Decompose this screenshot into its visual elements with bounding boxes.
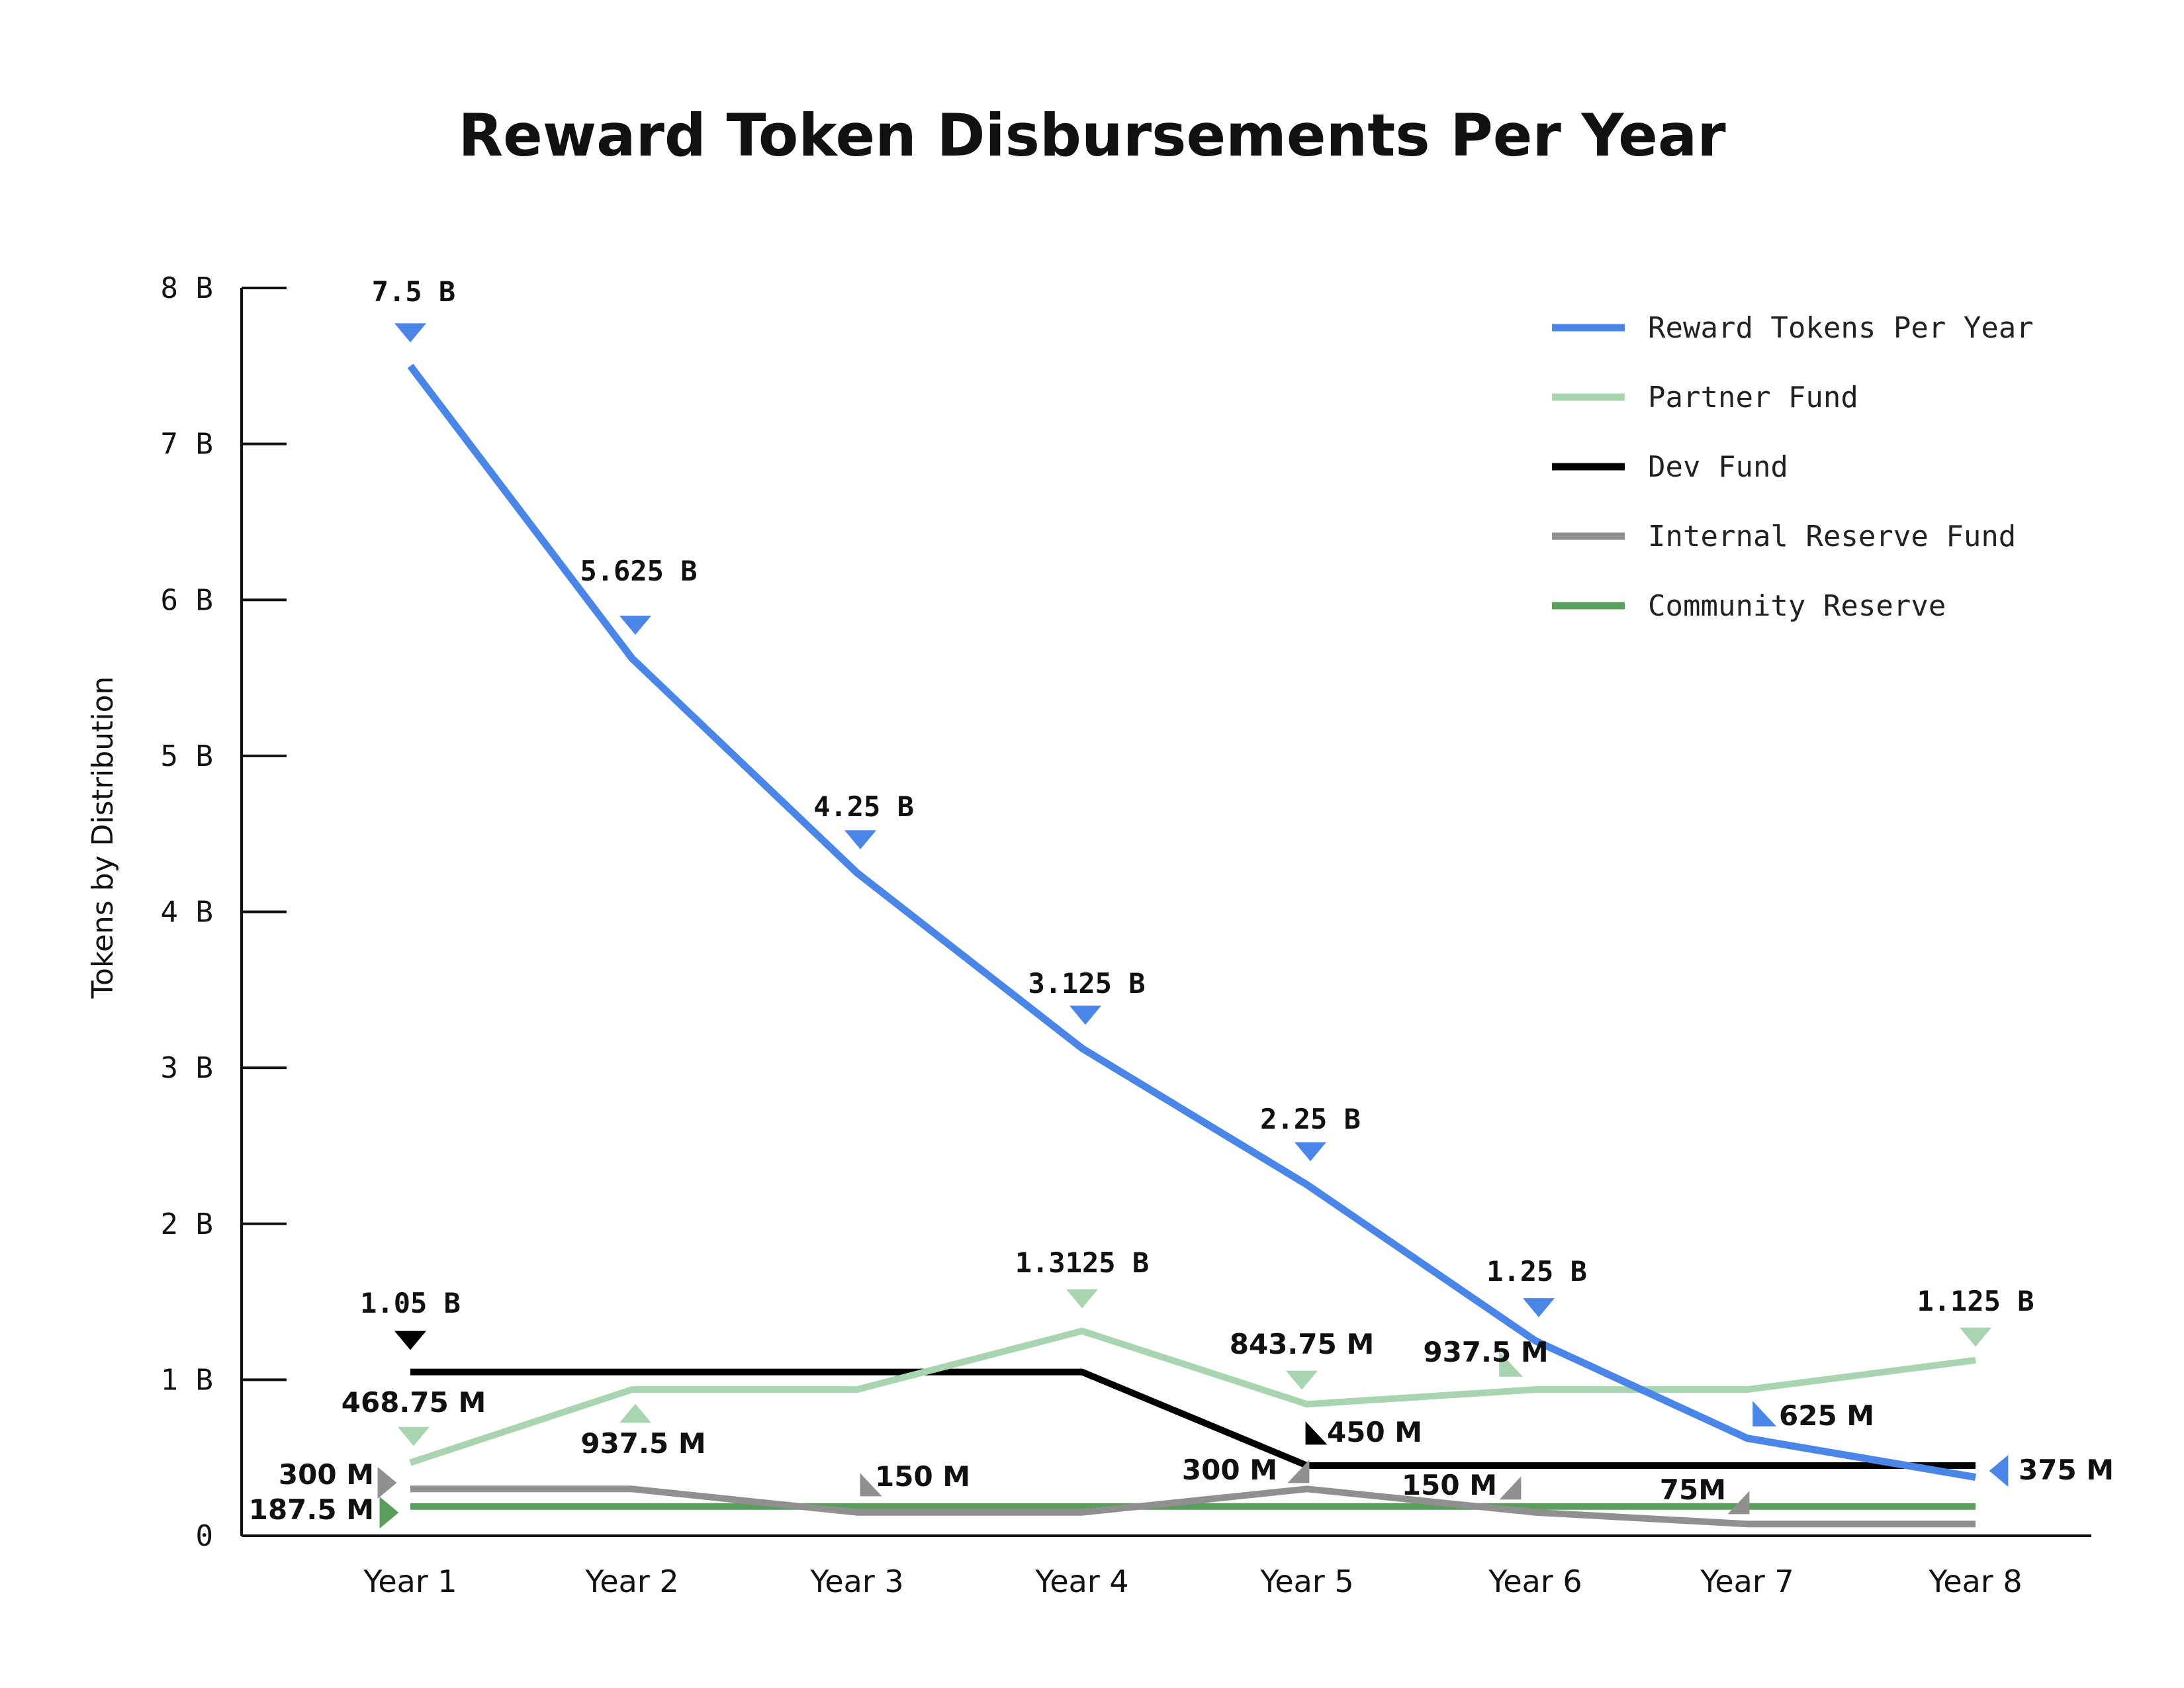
data-marker bbox=[1727, 1491, 1750, 1515]
data-marker bbox=[1305, 1421, 1328, 1445]
data-label: 300 M bbox=[279, 1458, 374, 1491]
data-marker bbox=[1286, 1370, 1318, 1390]
series-lines bbox=[407, 363, 1976, 1528]
y-axis-label: Tokens by Distribution bbox=[86, 677, 120, 1000]
data-marker bbox=[844, 830, 876, 849]
data-marker bbox=[619, 1403, 651, 1423]
data-markers bbox=[377, 323, 2009, 1528]
data-marker bbox=[1287, 1460, 1310, 1483]
x-tick-label: Year 3 bbox=[809, 1564, 903, 1599]
data-marker bbox=[1295, 1142, 1326, 1162]
data-label: 150 M bbox=[875, 1460, 970, 1493]
data-marker bbox=[377, 1467, 397, 1499]
data-label: 5.625 B bbox=[580, 555, 697, 587]
data-label: 150 M bbox=[1402, 1469, 1497, 1501]
legend-label: Partner Fund bbox=[1648, 381, 1858, 414]
series-line-dev-fund bbox=[410, 1368, 1976, 1469]
x-tick-label: Year 5 bbox=[1259, 1564, 1353, 1599]
series-line-internal-reserve-fund bbox=[410, 1485, 1976, 1528]
y-tick-label: 2 B bbox=[161, 1207, 213, 1241]
data-marker bbox=[1752, 1401, 1777, 1427]
data-marker bbox=[1960, 1327, 1991, 1347]
x-tick-label: Year 8 bbox=[1928, 1564, 2022, 1599]
data-label: 7.5 B bbox=[372, 275, 455, 308]
data-label: 1.125 B bbox=[1917, 1285, 2034, 1317]
data-label: 468.75 M bbox=[341, 1386, 486, 1419]
data-label: 375 M bbox=[2019, 1454, 2114, 1486]
y-tick-label: 3 B bbox=[161, 1051, 213, 1085]
data-marker bbox=[619, 616, 651, 635]
data-label: 450 M bbox=[1327, 1416, 1422, 1448]
x-tick-label: Year 1 bbox=[363, 1564, 457, 1599]
legend-label: Dev Fund bbox=[1648, 450, 1788, 484]
axes bbox=[240, 288, 2091, 1537]
data-label: 843.75 M bbox=[1230, 1328, 1375, 1360]
data-label: 300 M bbox=[1182, 1454, 1277, 1486]
legend-item: Reward Tokens Per Year bbox=[1552, 311, 2034, 345]
x-axis-ticks: Year 1 Year 2 Year 3 Year 4 Year 5 Year 6 Year… bbox=[363, 1564, 2022, 1599]
data-marker bbox=[1989, 1455, 2009, 1487]
data-label: 937.5 M bbox=[1423, 1336, 1548, 1368]
x-tick-label: Year 2 bbox=[584, 1564, 678, 1599]
data-label: 937.5 M bbox=[580, 1427, 705, 1460]
data-labels: 7.5 B 5.625 B 4.25 B 3.125 B 2.25 B 1.25 B 625… bbox=[249, 275, 2114, 1526]
y-tick-label: 0 bbox=[196, 1519, 214, 1553]
data-marker bbox=[394, 323, 426, 343]
data-label: 4.25 B bbox=[813, 790, 914, 823]
data-label: 75M bbox=[1660, 1474, 1726, 1506]
data-marker bbox=[1069, 1006, 1101, 1025]
chart-title: Reward Token Disbursements Per Year bbox=[458, 101, 1726, 169]
y-tick-label: 7 B bbox=[161, 428, 213, 461]
y-tick-label: 5 B bbox=[161, 739, 213, 773]
data-label: 3.125 B bbox=[1028, 967, 1145, 1000]
y-axis-ticks: 0 1 B 2 B 3 B 4 B 5 B 6 B 7 B 8 B bbox=[161, 271, 287, 1553]
legend-item: Internal Reserve Fund bbox=[1552, 520, 2016, 553]
x-tick-label: Year 7 bbox=[1700, 1564, 1794, 1599]
series-line-reward-tokens-per-year bbox=[407, 363, 1976, 1481]
y-tick-label: 1 B bbox=[161, 1363, 213, 1397]
legend-label: Community Reserve bbox=[1648, 589, 1946, 623]
legend: Reward Tokens Per Year Partner Fund Dev Fu… bbox=[1552, 311, 2034, 623]
data-label: 2.25 B bbox=[1260, 1103, 1361, 1135]
data-marker bbox=[398, 1427, 430, 1446]
data-marker bbox=[1499, 1351, 1524, 1377]
series-line-partner-fund bbox=[409, 1327, 1976, 1466]
data-marker bbox=[1523, 1298, 1555, 1317]
data-label: 1.25 B bbox=[1486, 1255, 1587, 1288]
legend-item: Community Reserve bbox=[1552, 589, 1946, 623]
data-marker bbox=[1499, 1476, 1522, 1500]
x-tick-label: Year 4 bbox=[1034, 1564, 1128, 1599]
data-label: 1.05 B bbox=[360, 1287, 461, 1319]
legend-item: Dev Fund bbox=[1552, 450, 1788, 484]
y-tick-label: 6 B bbox=[161, 583, 213, 617]
data-marker bbox=[860, 1473, 882, 1497]
legend-label: Reward Tokens Per Year bbox=[1648, 311, 2034, 345]
y-tick-label: 8 B bbox=[161, 271, 213, 305]
data-marker bbox=[379, 1497, 399, 1528]
data-marker bbox=[1066, 1289, 1098, 1309]
legend-label: Internal Reserve Fund bbox=[1648, 520, 2016, 553]
data-label: 625 M bbox=[1779, 1399, 1874, 1432]
data-label: 187.5 M bbox=[249, 1493, 374, 1526]
y-tick-label: 4 B bbox=[161, 896, 213, 929]
data-marker bbox=[394, 1331, 426, 1350]
legend-item: Partner Fund bbox=[1552, 381, 1858, 414]
x-tick-label: Year 6 bbox=[1488, 1564, 1582, 1599]
data-label: 1.3125 B bbox=[1015, 1246, 1149, 1279]
